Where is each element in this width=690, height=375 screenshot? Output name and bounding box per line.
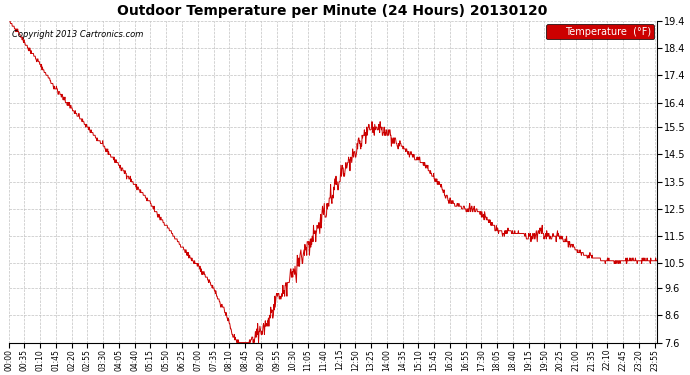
Text: Copyright 2013 Cartronics.com: Copyright 2013 Cartronics.com xyxy=(12,30,144,39)
Legend: Temperature  (°F): Temperature (°F) xyxy=(546,24,653,39)
Title: Outdoor Temperature per Minute (24 Hours) 20130120: Outdoor Temperature per Minute (24 Hours… xyxy=(117,4,548,18)
